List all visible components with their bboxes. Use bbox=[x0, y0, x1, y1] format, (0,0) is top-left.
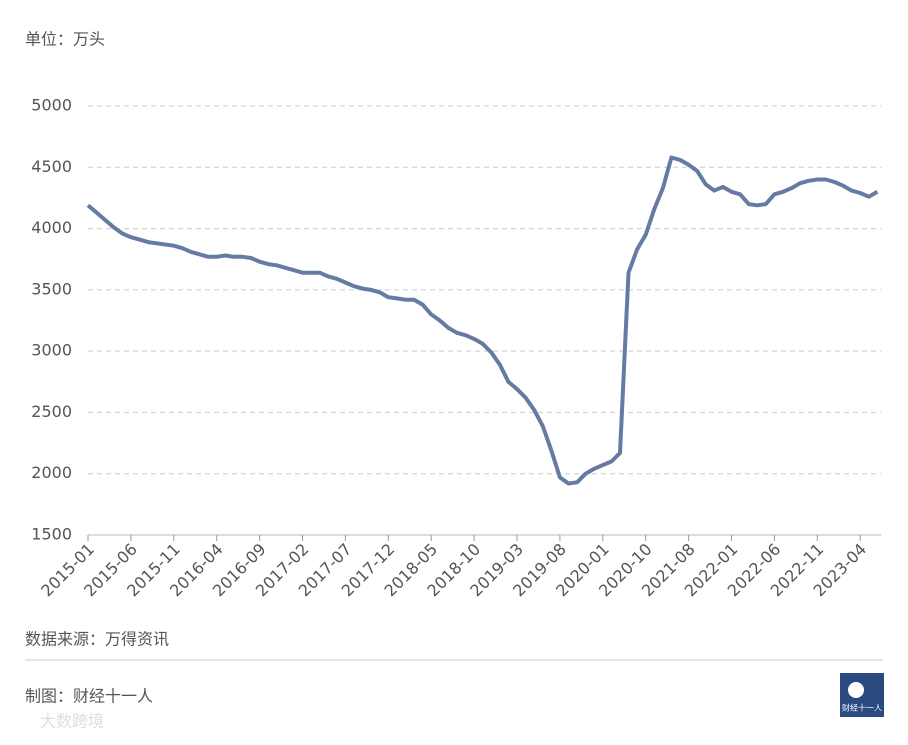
y-tick-label: 1500 bbox=[31, 525, 72, 544]
data-line bbox=[86, 155, 879, 486]
watermark: 大数跨境 bbox=[40, 712, 104, 731]
credit: 制图：财经十一人 bbox=[25, 687, 153, 706]
y-tick-label: 5000 bbox=[31, 96, 72, 115]
unit-label: 单位：万头 bbox=[25, 30, 105, 49]
y-tick-label: 2000 bbox=[31, 463, 72, 482]
y-tick-label: 3000 bbox=[31, 341, 72, 360]
y-tick-label: 4500 bbox=[31, 157, 72, 176]
logo-globe bbox=[848, 682, 864, 698]
logo-text: 财经十一人 bbox=[842, 703, 882, 713]
y-tick-label: 2500 bbox=[31, 402, 72, 421]
y-tick-label: 4000 bbox=[31, 218, 72, 237]
y-tick-label: 3500 bbox=[31, 279, 72, 298]
source: 数据来源：万得资讯 bbox=[25, 630, 169, 649]
